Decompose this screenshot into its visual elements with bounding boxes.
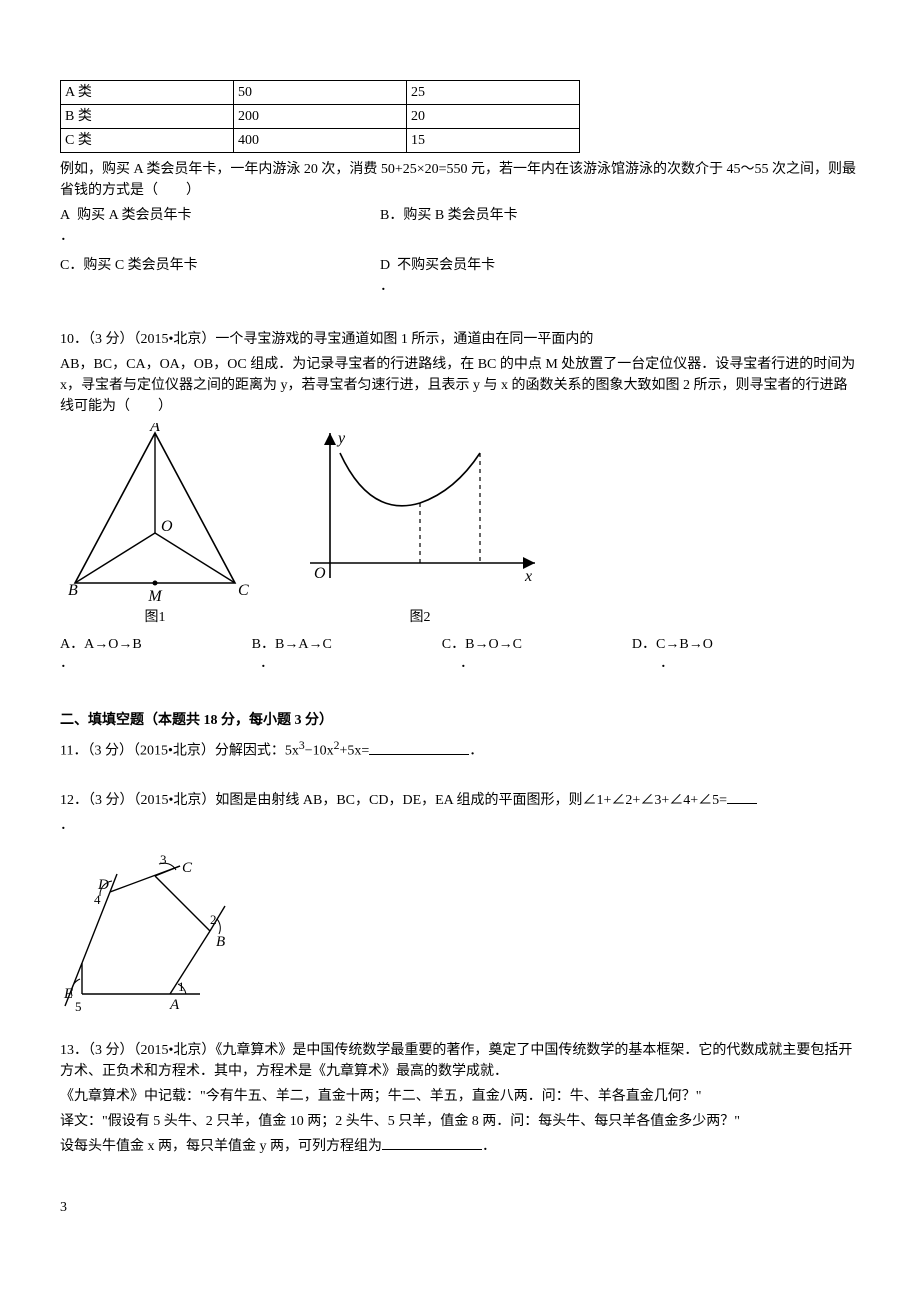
label-B: B xyxy=(68,582,78,599)
cell: 200 xyxy=(234,105,407,129)
angle-4: 4 xyxy=(94,892,101,907)
q11: 11．（3 分）（2015•北京）分解因式：5x3−10x2+5x=． xyxy=(60,737,860,762)
cell: 400 xyxy=(234,129,407,153)
fig2-caption: 图2 xyxy=(290,607,550,628)
cell: C 类 xyxy=(61,129,234,153)
opt-a: A．A→O→B xyxy=(60,634,142,655)
q10-stem-2: AB，BC，CA，OA，OB，OC 组成．为记录寻宝者的行进路线，在 BC 的中… xyxy=(60,354,860,417)
opt-text: 不购买会员年卡 xyxy=(397,258,495,273)
q10-stem-1: 10．（3 分）（2015•北京）一个寻宝游戏的寻宝通道如图 1 所示，通道由在… xyxy=(60,329,860,350)
cell: A 类 xyxy=(61,81,234,105)
q11-mid2: +5x= xyxy=(339,744,369,759)
label-x: x xyxy=(524,568,532,585)
triangle-diagram: A B C O M xyxy=(60,423,250,603)
cell: B 类 xyxy=(61,105,234,129)
fig1-caption: 图1 xyxy=(60,607,250,628)
label-M: M xyxy=(147,588,163,603)
opt-label: B． xyxy=(380,208,403,223)
q13-p2: 《九章算术》中记载："今有牛五、羊二，直金十两；牛二、羊五，直金八两．问：牛、羊… xyxy=(60,1086,860,1107)
table-row: C 类 400 15 xyxy=(61,129,580,153)
q9-row1: A 购买 A 类会员年卡 B．购买 B 类会员年卡 xyxy=(60,205,860,226)
q10-dots: ． ． ． ． xyxy=(60,653,860,674)
label-D: D xyxy=(97,877,109,893)
opt-text: 购买 C 类会员年卡 xyxy=(83,258,197,273)
angle-2: 2 xyxy=(210,912,217,927)
opt-d: D．C→B→O xyxy=(632,634,713,655)
q13-p3: 译文："假设有 5 头牛、2 只羊，值金 10 两；2 头牛、5 只羊，值金 8… xyxy=(60,1111,860,1132)
angle-1: 1 xyxy=(178,979,185,994)
cell: 50 xyxy=(234,81,407,105)
section-2-title: 二、填填空题（本题共 18 分，每小题 3 分） xyxy=(60,710,860,731)
q13-p4-post: ． xyxy=(482,1139,496,1154)
membership-table: A 类 50 25 B 类 200 20 C 类 400 15 xyxy=(60,80,580,153)
opt-label: D xyxy=(380,258,390,273)
label-O: O xyxy=(314,565,326,582)
label-B: B xyxy=(216,934,225,950)
figure-2: O x y 图2 xyxy=(290,423,550,628)
q11-mid1: −10x xyxy=(305,744,334,759)
q13-p4-pre: 设每头牛值金 x 两，每只羊值金 y 两，可列方程组为 xyxy=(60,1139,382,1154)
label-E: E xyxy=(63,986,73,1002)
label-A: A xyxy=(149,423,160,435)
q11-pre: 11．（3 分）（2015•北京）分解因式：5x xyxy=(60,744,299,759)
blank xyxy=(382,1136,482,1150)
angle-3: 3 xyxy=(160,852,167,867)
label-O: O xyxy=(161,518,173,535)
q10-options: A．A→O→B B．B→A→C C．B→O→C D．C→B→O xyxy=(60,634,860,655)
cell: 15 xyxy=(407,129,580,153)
q13-p4: 设每头牛值金 x 两，每只羊值金 y 两，可列方程组为 ． xyxy=(60,1136,860,1157)
q10-figures: A B C O M 图1 O x y 图2 xyxy=(60,423,860,628)
label-C: C xyxy=(238,582,249,599)
q13-p1: 13．（3 分）（2015•北京）《九章算术》是中国传统数学最重要的著作，奠定了… xyxy=(60,1040,860,1082)
table-row: A 类 50 25 xyxy=(61,81,580,105)
opt-text: 购买 B 类会员年卡 xyxy=(403,208,517,223)
q12-stem: 12．（3 分）（2015•北京）如图是由射线 AB，BC，CD，DE，EA 组… xyxy=(60,793,727,808)
opt-b: B．B→A→C xyxy=(252,634,332,655)
opt-label: A xyxy=(60,208,70,223)
label-A: A xyxy=(169,997,180,1013)
q11-post: ． xyxy=(469,744,483,759)
cell: 20 xyxy=(407,105,580,129)
figure-1: A B C O M 图1 xyxy=(60,423,250,628)
q9-row2: C．购买 C 类会员年卡 D 不购买会员年卡 xyxy=(60,255,860,276)
dot: ． xyxy=(380,276,860,297)
label-y: y xyxy=(336,430,346,447)
blank xyxy=(369,741,469,755)
table-row: B 类 200 20 xyxy=(61,105,580,129)
page-number: 3 xyxy=(60,1197,860,1218)
q12: 12．（3 分）（2015•北京）如图是由射线 AB，BC，CD，DE，EA 组… xyxy=(60,790,860,811)
cell: 25 xyxy=(407,81,580,105)
opt-label: C． xyxy=(60,258,83,273)
opt-text: 购买 A 类会员年卡 xyxy=(77,208,191,223)
function-graph: O x y xyxy=(290,423,550,603)
q9-example: 例如，购买 A 类会员年卡，一年内游泳 20 次，消费 50+25×20=550… xyxy=(60,159,860,201)
dot: ． xyxy=(60,226,860,247)
q12-post: ． xyxy=(60,815,860,836)
label-C: C xyxy=(182,860,193,876)
opt-c: C．B→O→C xyxy=(442,634,522,655)
pentagon-diagram: A B C D E 1 2 3 4 5 xyxy=(60,846,260,1016)
angle-5: 5 xyxy=(75,999,82,1014)
blank xyxy=(727,790,757,804)
